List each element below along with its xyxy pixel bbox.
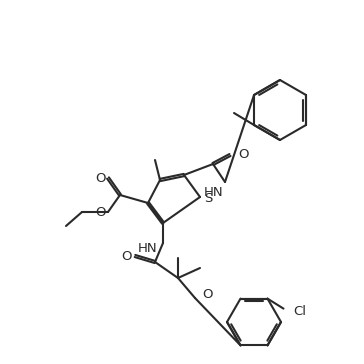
Text: O: O: [96, 171, 106, 185]
Text: O: O: [202, 289, 213, 301]
Text: O: O: [96, 206, 106, 218]
Text: Cl: Cl: [293, 305, 306, 318]
Text: HN: HN: [137, 241, 157, 254]
Text: S: S: [204, 193, 212, 206]
Text: O: O: [122, 249, 132, 262]
Text: O: O: [238, 149, 249, 162]
Text: HN: HN: [203, 186, 223, 198]
